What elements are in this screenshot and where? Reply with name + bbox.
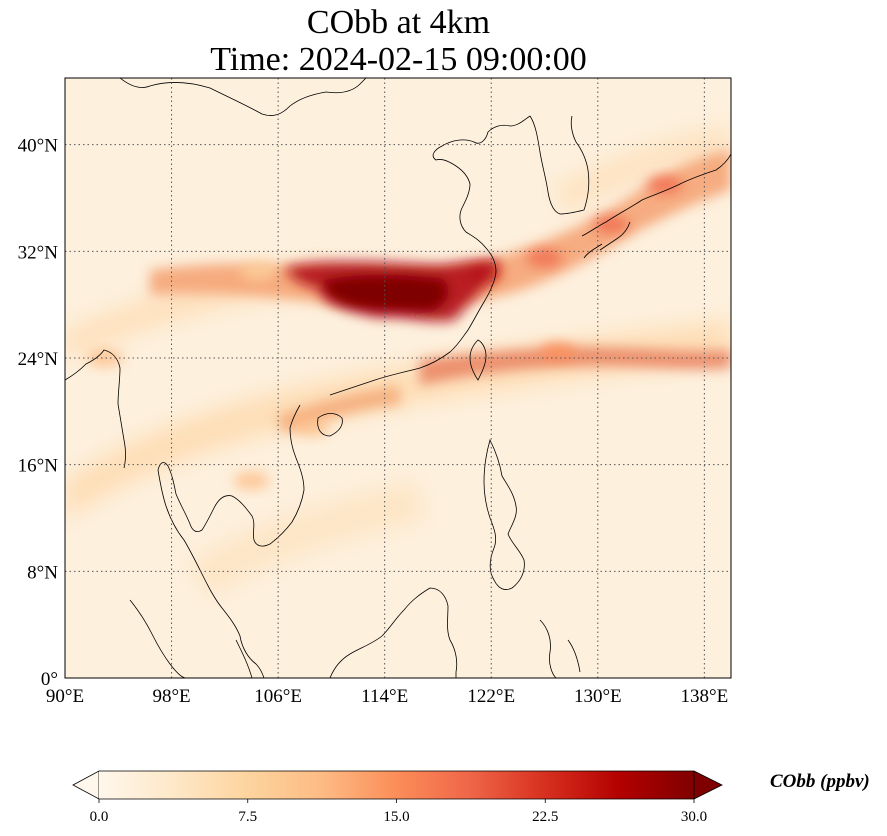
latitude-tick-label: 0° (41, 669, 58, 690)
colorbar-max-extension (693, 770, 723, 800)
concentration-field (65, 78, 731, 678)
plume-core (285, 260, 500, 322)
colorbar-tick-label: 22.5 (532, 809, 558, 825)
x-axis-ticks: 90°E 98°E 106°E 114°E 122°E 130°E 138°E (46, 686, 728, 707)
colorbar-min-extension (72, 770, 100, 800)
longitude-tick-label: 138°E (681, 686, 729, 707)
myanmar-coastline (65, 349, 126, 469)
coastlines (65, 78, 731, 678)
taiwan-coastline (469, 339, 487, 381)
colorbar-tick-label: 30.0 (681, 809, 707, 825)
colorbar-tick-label: 7.5 (238, 809, 257, 825)
colorbar-tick-label: 15.0 (383, 809, 409, 825)
latitude-tick-label: 40°N (18, 136, 59, 157)
colorbar-tick-label: 0.0 (90, 809, 109, 825)
colorbar-label: CObb (ppbv) (770, 771, 870, 792)
latitude-tick-label: 8°N (27, 562, 58, 583)
korea-coastline (529, 115, 590, 215)
plume-hotspot (240, 262, 277, 281)
indochina-coastline (157, 404, 305, 678)
map-title: CObb at 4km (306, 4, 491, 41)
latitude-tick-label: 32°N (18, 242, 59, 263)
latitude-tick-label: 16°N (18, 456, 59, 477)
map-frame (64, 77, 732, 679)
philippines-coastline (483, 438, 525, 590)
japan-coastline (581, 153, 731, 259)
plume-hotspot (526, 249, 563, 267)
latitude-tick-label: 24°N (18, 349, 59, 370)
sulawesi-coastline (539, 619, 581, 678)
plume-hotspot (593, 215, 630, 234)
colorbar: 0.0 7.5 15.0 22.5 30.0 CObb (ppbv) (72, 770, 870, 825)
china-coastline (329, 115, 531, 396)
hainan-coastline (317, 413, 343, 437)
plume-hotspot (293, 418, 330, 437)
borneo-coastline (329, 587, 458, 678)
colorbar-ticks: 0.0 7.5 15.0 22.5 30.0 (90, 799, 707, 825)
longitude-tick-label: 114°E (361, 686, 408, 707)
map-time-subtitle: Time: 2024-02-15 09:00:00 (210, 41, 587, 78)
plume-hotspot (86, 349, 123, 367)
longitude-tick-label: 106°E (254, 686, 302, 707)
plume-hotspot (646, 175, 683, 194)
colorbar-gradient (99, 771, 694, 799)
plume-hotspot (233, 471, 270, 490)
russia-coastline (119, 78, 367, 116)
longitude-tick-label: 90°E (46, 686, 84, 707)
longitude-tick-label: 122°E (467, 686, 515, 707)
y-axis-ticks: 0° 8°N 16°N 24°N 32°N 40°N (18, 136, 59, 690)
plume-hotspot (539, 342, 576, 361)
longitude-tick-label: 98°E (152, 686, 190, 707)
longitude-tick-label: 130°E (574, 686, 622, 707)
sumatra-malay-coastline (129, 599, 253, 678)
gridlines (65, 78, 731, 678)
